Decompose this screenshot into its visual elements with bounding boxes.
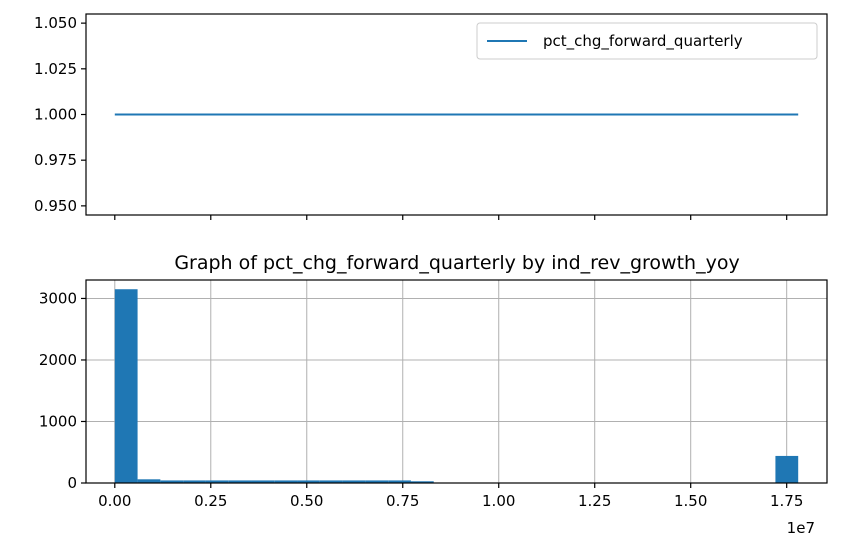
x-tick-label: 0.75 [386, 492, 419, 510]
histogram-bar [205, 480, 229, 483]
histogram-axes: Graph of pct_chg_forward_quarterly by in… [39, 252, 828, 537]
grid-lines [86, 280, 827, 484]
histogram-bar [137, 479, 161, 483]
y-tick-label: 3000 [39, 289, 77, 307]
y-tick-label: 2000 [39, 351, 77, 369]
histogram-bar [114, 289, 138, 483]
histogram-title: Graph of pct_chg_forward_quarterly by in… [174, 252, 739, 274]
legend-box [476, 22, 818, 60]
histogram-bar [183, 480, 206, 483]
histogram-bar [228, 480, 252, 483]
histogram-bar [274, 480, 298, 483]
x-offset-label: 1e7 [787, 519, 815, 537]
y-tick-label: 1.000 [34, 106, 77, 124]
x-tick-label: 1.50 [674, 492, 707, 510]
line-chart-frame [85, 13, 828, 216]
x-tick-label: 1.00 [482, 492, 515, 510]
histogram-bar [388, 480, 411, 483]
x-tick-label: 1.75 [770, 492, 803, 510]
line-chart-axes: 0.950 0.975 1.000 1.025 1.050 pct_chg_forward… [34, 13, 828, 220]
x-tick-label: 1.25 [578, 492, 611, 510]
y-tick-label: 0.950 [34, 197, 77, 215]
histogram-bar [319, 480, 343, 483]
histogram-bar [410, 481, 434, 483]
legend-label: pct_chg_forward_quarterly [543, 32, 743, 51]
histogram-bar [251, 480, 275, 483]
histogram-bar [775, 455, 799, 483]
y-tick-label: 0.975 [34, 151, 77, 169]
y-tick-label: 1.050 [34, 14, 77, 32]
histogram-bar [160, 480, 184, 483]
histogram-bar [342, 480, 366, 483]
x-tick-label: 0.00 [98, 492, 131, 510]
x-tick-label: 0.50 [290, 492, 323, 510]
y-tick-label: 1.025 [34, 60, 77, 78]
histogram-bar [365, 480, 389, 483]
histogram-bar [297, 480, 320, 483]
histogram-frame [85, 279, 828, 484]
y-tick-label: 0 [67, 474, 77, 492]
y-tick-label: 1000 [39, 412, 77, 430]
legend: pct_chg_forward_quarterly [476, 22, 818, 60]
histogram-bars [114, 289, 799, 483]
x-tick-label: 0.25 [194, 492, 227, 510]
